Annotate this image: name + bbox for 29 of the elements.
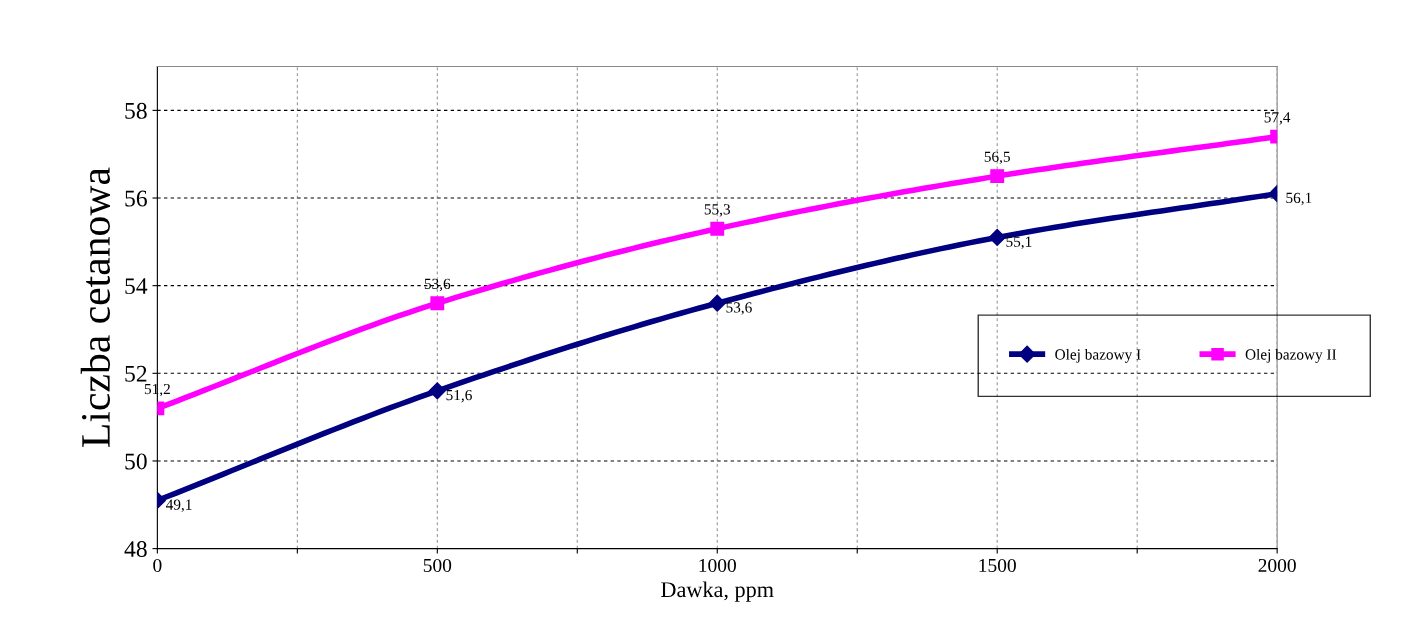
- point: [430, 296, 445, 311]
- y-tick-label: 50: [125, 453, 147, 470]
- x-axis-title: Dawka, ppm: [661, 581, 774, 602]
- point: [990, 169, 1005, 184]
- x-tick-label: 1000: [699, 558, 736, 573]
- y-axis-title: Liczba cetanowa: [80, 167, 111, 447]
- data-label: 57,4: [1264, 112, 1291, 125]
- data-label: 53,6: [726, 302, 752, 315]
- data-label: 53,6: [424, 278, 451, 292]
- legend-label: Olej bazowy I: [1055, 348, 1141, 363]
- data-label: 51,6: [446, 389, 472, 403]
- data-label: 56,5: [984, 151, 1010, 165]
- y-tick-label: 52: [125, 365, 147, 382]
- y-tick-label: 48: [124, 541, 147, 558]
- x-tick-label: 2000: [1258, 558, 1296, 573]
- legend-label: Olej bazowy II: [1245, 348, 1337, 363]
- point: [710, 221, 725, 236]
- x-tick-label: 1500: [979, 558, 1016, 573]
- point: [708, 294, 726, 312]
- y-tick-label: 56: [125, 190, 147, 207]
- y-tick-label: 58: [125, 102, 147, 119]
- data-label: 56,1: [1286, 192, 1312, 206]
- x-tick-label: 0: [153, 558, 162, 573]
- y-tick-label: 54: [125, 278, 148, 295]
- data-label: 49,1: [165, 499, 192, 512]
- point: [988, 228, 1006, 247]
- data-label: 55,1: [1006, 236, 1032, 250]
- x-tick-label: 500: [423, 558, 452, 573]
- data-label: 55,3: [704, 204, 731, 217]
